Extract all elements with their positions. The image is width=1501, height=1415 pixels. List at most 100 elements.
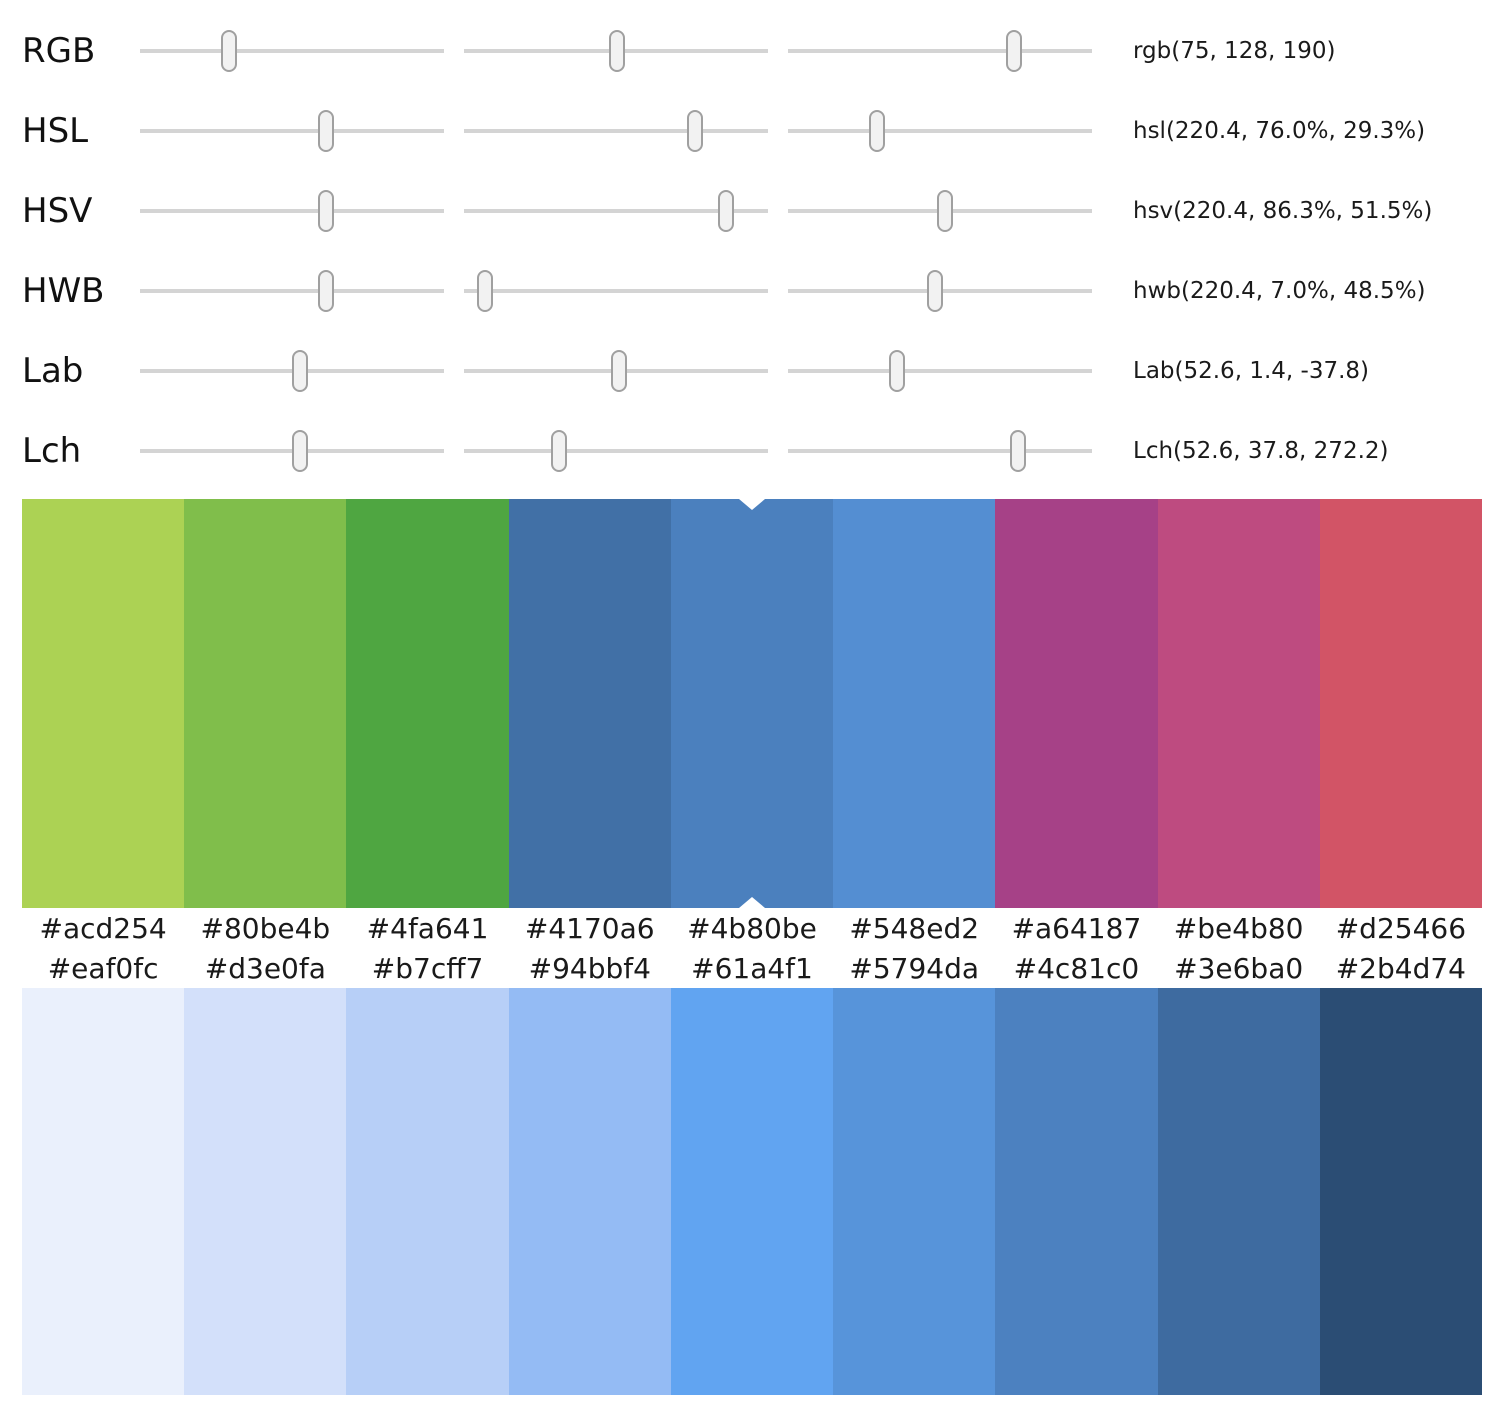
hwb-channel-3-slider[interactable]	[788, 267, 1092, 315]
hex-code-label: #5794da	[849, 951, 980, 985]
slider-row-lch: Lch Lch(52.6, 37.8, 272.2)	[22, 411, 1482, 491]
color-swatch-d25466[interactable]	[1319, 499, 1482, 908]
hsv-channel-3-slider[interactable]	[788, 187, 1092, 235]
rgb-channel-1-slider-thumb[interactable]	[221, 30, 238, 72]
lab-channel-1-slider[interactable]	[140, 347, 444, 395]
lch-channel-3-slider[interactable]	[788, 427, 1092, 475]
color-swatch-61a4f1[interactable]	[670, 988, 834, 1395]
color-swatch-2b4d74[interactable]	[1319, 988, 1482, 1395]
palette-top	[22, 499, 1482, 908]
hex-code-label: #be4b80	[1173, 911, 1304, 945]
rgb-channel-3-slider[interactable]	[788, 27, 1092, 75]
hwb-channel-2-slider-thumb[interactable]	[477, 270, 494, 312]
color-swatch-5794da[interactable]	[833, 988, 996, 1395]
color-swatch-80be4b[interactable]	[184, 499, 347, 908]
color-swatch-b7cff7[interactable]	[346, 988, 509, 1395]
slider-track-line	[464, 129, 768, 133]
slider-row-lab: Lab Lab(52.6, 1.4, -37.8)	[22, 331, 1482, 411]
hex-code-label: #548ed2	[849, 911, 980, 945]
hex-code-label: #eaf0fc	[47, 951, 159, 985]
color-swatch-be4b80[interactable]	[1157, 499, 1320, 908]
hex-code-label: #3e6ba0	[1174, 951, 1304, 985]
lch-channel-2-slider-thumb[interactable]	[550, 430, 567, 472]
hex-code-label: #61a4f1	[691, 951, 813, 985]
slider-group-label-lab: Lab	[22, 351, 84, 391]
palette-bottom	[22, 988, 1482, 1395]
hex-code-label: #d3e0fa	[204, 951, 326, 985]
hex-code-label: #a64187	[1011, 911, 1142, 945]
lch-channel-1-slider[interactable]	[140, 427, 444, 475]
color-swatch-4c81c0[interactable]	[995, 988, 1158, 1395]
hex-code-label: #4c81c0	[1013, 951, 1140, 985]
hex-code-label: #4170a6	[524, 911, 655, 945]
slider-value-rgb: rgb(75, 128, 190)	[1133, 38, 1336, 64]
rgb-channel-3-slider-thumb[interactable]	[1006, 30, 1023, 72]
color-swatch-3e6ba0[interactable]	[1157, 988, 1320, 1395]
hex-code-label: #acd254	[39, 911, 167, 945]
slider-group-label-hsl: HSL	[22, 111, 89, 151]
color-swatch-a64187[interactable]	[995, 499, 1158, 908]
color-swatch-4170a6[interactable]	[508, 499, 671, 908]
color-swatch-eaf0fc[interactable]	[22, 988, 185, 1395]
hsl-channel-2-slider[interactable]	[464, 107, 768, 155]
hsv-channel-2-slider[interactable]	[464, 187, 768, 235]
color-swatch-4b80be[interactable]	[670, 499, 834, 908]
rgb-channel-2-slider[interactable]	[464, 27, 768, 75]
lch-channel-2-slider[interactable]	[464, 427, 768, 475]
color-swatch-94bbf4[interactable]	[508, 988, 671, 1395]
lab-channel-1-slider-thumb[interactable]	[291, 350, 308, 392]
slider-row-hsl: HSL hsl(220.4, 76.0%, 29.3%)	[22, 91, 1482, 171]
hwb-channel-3-slider-thumb[interactable]	[927, 270, 944, 312]
palette-top-hex-labels: #acd254 #80be4b #4fa641 #4170a6 #4b80be #548e…	[22, 908, 1482, 948]
slider-track-line	[140, 209, 444, 213]
hsl-channel-1-slider-thumb[interactable]	[318, 110, 335, 152]
hsv-channel-1-slider[interactable]	[140, 187, 444, 235]
color-swatch-4fa641[interactable]	[346, 499, 509, 908]
slider-track-line	[464, 209, 768, 213]
lab-channel-2-slider-thumb[interactable]	[611, 350, 628, 392]
palette-bottom-hex-labels: #eaf0fc #d3e0fa #b7cff7 #94bbf4 #61a4f1 #5794…	[22, 948, 1482, 988]
slider-track-line	[788, 49, 1092, 53]
slider-group-label-rgb: RGB	[22, 31, 96, 71]
lab-channel-3-slider[interactable]	[788, 347, 1092, 395]
hex-code-label: #4fa641	[366, 911, 489, 945]
hsl-channel-3-slider[interactable]	[788, 107, 1092, 155]
slider-value-hsv: hsv(220.4, 86.3%, 51.5%)	[1133, 198, 1433, 224]
lch-channel-3-slider-thumb[interactable]	[1009, 430, 1026, 472]
hex-code-label: #2b4d74	[1335, 951, 1466, 985]
lch-channel-1-slider-thumb[interactable]	[291, 430, 308, 472]
slider-row-hwb: HWB hwb(220.4, 7.0%, 48.5%)	[22, 251, 1482, 331]
hsv-channel-1-slider-thumb[interactable]	[318, 190, 335, 232]
slider-row-rgb: RGB rgb(75, 128, 190)	[22, 11, 1482, 91]
slider-panel: RGB rgb(75, 128, 190) HSL hsl(220.4, 76.0%,…	[22, 11, 1482, 491]
rgb-channel-2-slider-thumb[interactable]	[608, 30, 625, 72]
color-swatch-548ed2[interactable]	[833, 499, 996, 908]
hex-code-label: #b7cff7	[371, 951, 484, 985]
color-swatch-acd254[interactable]	[22, 499, 185, 908]
hwb-channel-2-slider[interactable]	[464, 267, 768, 315]
slider-value-hsl: hsl(220.4, 76.0%, 29.3%)	[1133, 118, 1426, 144]
slider-track-line	[788, 449, 1092, 453]
slider-value-lab: Lab(52.6, 1.4, -37.8)	[1133, 358, 1369, 384]
lab-channel-2-slider[interactable]	[464, 347, 768, 395]
hex-code-label: #94bbf4	[528, 951, 651, 985]
hsl-channel-1-slider[interactable]	[140, 107, 444, 155]
lab-channel-3-slider-thumb[interactable]	[888, 350, 905, 392]
slider-track-line	[140, 129, 444, 133]
hsv-channel-2-slider-thumb[interactable]	[718, 190, 735, 232]
slider-group-label-hsv: HSV	[22, 191, 93, 231]
hex-code-label: #d25466	[1335, 911, 1467, 945]
slider-track-line	[788, 129, 1092, 133]
slider-value-lch: Lch(52.6, 37.8, 272.2)	[1133, 438, 1389, 464]
hsv-channel-3-slider-thumb[interactable]	[936, 190, 953, 232]
hsl-channel-2-slider-thumb[interactable]	[687, 110, 704, 152]
slider-group-label-lch: Lch	[22, 431, 82, 471]
hwb-channel-1-slider-thumb[interactable]	[318, 270, 335, 312]
hsl-channel-3-slider-thumb[interactable]	[869, 110, 886, 152]
slider-track-line	[788, 369, 1092, 373]
slider-track-line	[140, 289, 444, 293]
hwb-channel-1-slider[interactable]	[140, 267, 444, 315]
rgb-channel-1-slider[interactable]	[140, 27, 444, 75]
color-swatch-d3e0fa[interactable]	[184, 988, 347, 1395]
